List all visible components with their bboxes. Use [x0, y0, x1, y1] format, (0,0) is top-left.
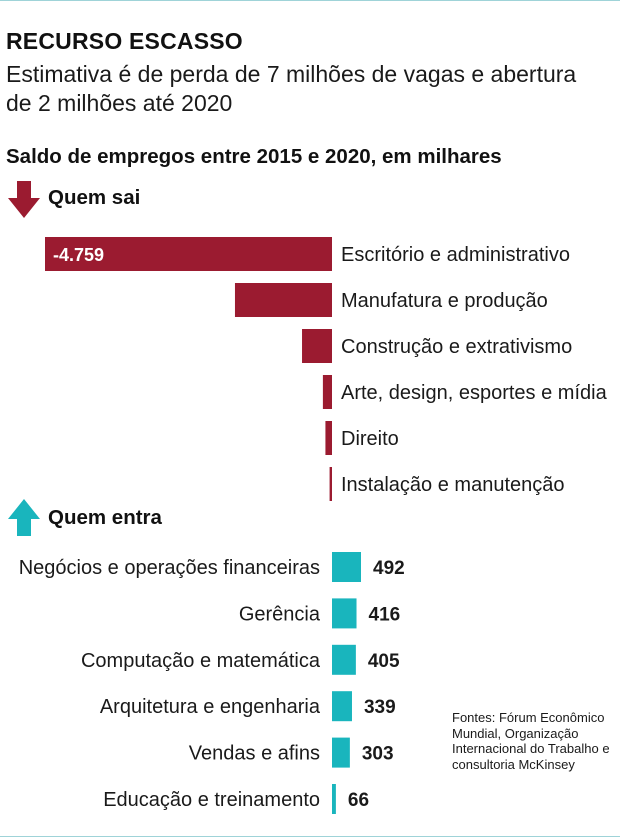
category-label: Vendas e afins	[189, 743, 320, 765]
category-label: Gerência	[239, 603, 321, 625]
bar-loss	[45, 237, 332, 271]
category-label: Computação e matemática	[81, 650, 321, 672]
category-label: Direito	[341, 428, 399, 450]
data-label: 416	[369, 604, 401, 625]
bar-loss	[302, 329, 332, 363]
bar-loss	[234, 283, 332, 317]
section-losers-label: Quem sai	[48, 186, 141, 209]
category-label: Negócios e operações financeiras	[19, 557, 320, 579]
bar-loss	[322, 375, 332, 409]
bar-gain	[332, 784, 336, 814]
bar-gain	[332, 644, 356, 675]
bar-gain	[332, 691, 352, 722]
bar-gain	[332, 552, 361, 582]
section-gainers-label: Quem entra	[48, 506, 162, 529]
chart-headline: RECURSO ESCASSO	[6, 28, 243, 54]
category-label: Manufatura e produção	[341, 290, 548, 312]
data-label: 339	[364, 697, 396, 718]
arrow-down-icon	[8, 181, 40, 218]
chart-title: Saldo de empregos entre 2015 e 2020, em …	[6, 145, 502, 168]
category-label: Arquitetura e engenharia	[100, 696, 321, 718]
bottom-rule	[0, 836, 620, 837]
category-label: Escritório e administrativo	[341, 244, 570, 266]
category-label: Educação e treinamento	[103, 789, 320, 811]
top-rule	[0, 0, 620, 1]
bar-gain	[332, 598, 357, 629]
data-label: 405	[368, 651, 400, 672]
bar-loss	[325, 421, 332, 455]
data-label: 66	[348, 790, 369, 811]
data-label: 303	[362, 744, 394, 765]
data-label: 492	[373, 558, 405, 579]
data-label: -4.759	[53, 245, 104, 265]
category-label: Arte, design, esportes e mídia	[341, 382, 608, 404]
chart-subtitle: Estimativa é de perda de 7 milhões de va…	[6, 61, 577, 116]
sources-note: Fontes: Fórum Econômico Mundial, Organiz…	[452, 710, 610, 772]
bar-loss	[329, 467, 332, 501]
category-label: Instalação e manutenção	[341, 474, 565, 496]
bar-gain	[332, 737, 350, 768]
arrow-up-icon	[8, 499, 40, 536]
category-label: Construção e extrativismo	[341, 336, 572, 358]
